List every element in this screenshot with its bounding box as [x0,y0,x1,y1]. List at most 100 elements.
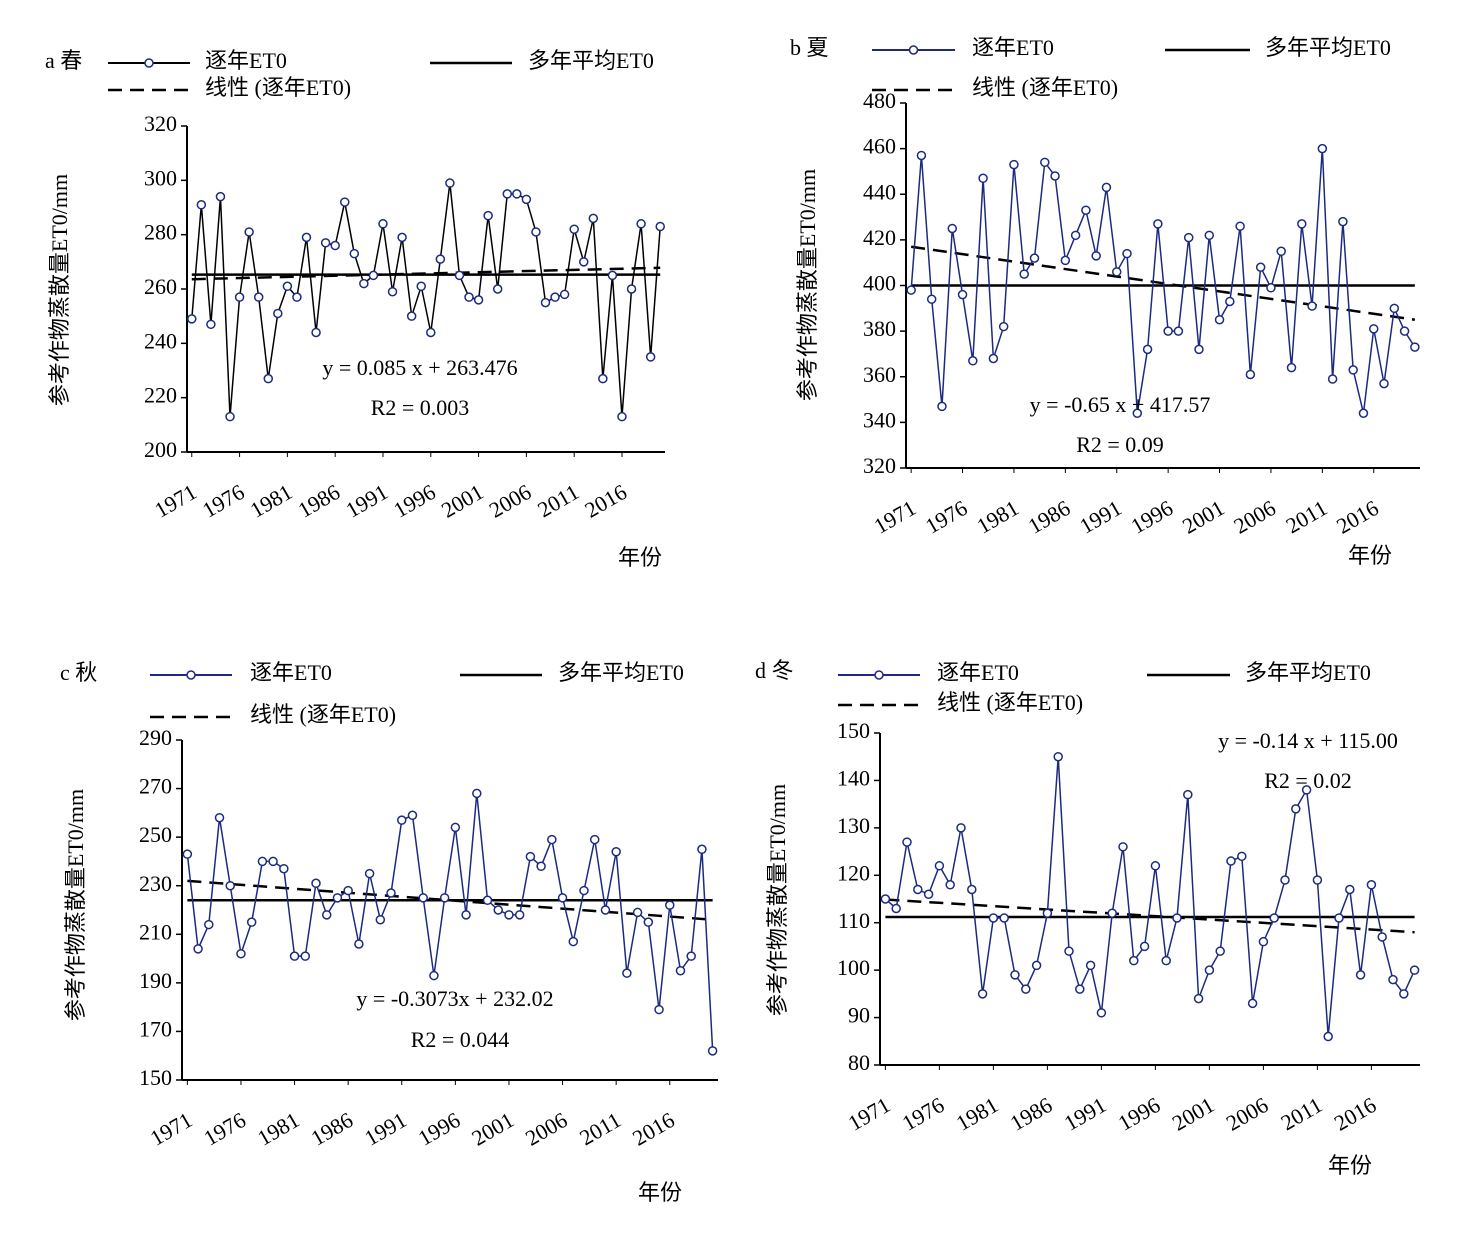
data-point [611,846,621,857]
y-tick-label: 130 [837,813,870,838]
data-point [1377,932,1387,942]
data-point [292,292,302,302]
data-point [956,823,966,833]
data-point [1297,219,1307,229]
y-tick-label: 290 [139,725,172,750]
data-point [947,223,958,234]
data-point [502,189,513,199]
data-point [1247,998,1258,1009]
data-point [645,352,656,362]
data-point [1153,219,1163,229]
data-point [926,294,937,304]
x-axis-label: 年份 [1328,1153,1372,1178]
x-axis-label: 年份 [638,1180,682,1205]
annotation: R2 = 0.044 [411,1027,510,1052]
data-point [945,880,955,890]
annotation: y = -0.65 x + 417.57 [1030,392,1211,417]
data-point [1226,856,1236,866]
data-point [311,878,321,889]
data-point [282,281,293,292]
x-tick-label: 1981 [246,479,297,523]
data-point [1214,314,1225,325]
data-point [1085,960,1096,971]
y-tick-label: 100 [837,955,870,980]
y-tick-label: 150 [837,718,870,743]
y-tick-label: 380 [863,316,896,341]
y-axis-label: 参考作物蒸散量ET0/mm [63,789,88,1021]
legend-label: 逐年ET0 [937,660,1019,685]
data-point [1193,993,1204,1004]
data-point [1215,946,1225,956]
data-point [1204,965,1215,975]
data-point [482,895,493,906]
data-point [632,907,643,918]
data-point [525,851,536,862]
data-point [967,884,977,895]
x-tick-label: 2001 [467,1107,518,1151]
y-tick-label: 120 [837,860,870,885]
data-point [418,893,428,903]
data-point [289,951,300,961]
data-point [263,373,274,384]
data-point [268,856,278,867]
data-point [1091,251,1101,261]
data-point [550,292,560,302]
data-point [1258,936,1269,947]
data-point [978,173,988,184]
data-point [988,353,999,364]
data-point [1358,408,1369,418]
data-point [902,837,912,847]
legend-label: 多年平均ET0 [558,660,684,685]
data-point [225,411,235,422]
data-point [1379,378,1389,389]
data-point [1161,955,1171,966]
data-point [1291,804,1301,814]
data-point [426,327,436,338]
x-tick-label: 1991 [1075,495,1126,539]
data-point [998,321,1009,332]
data-point [913,884,923,895]
legend-marker [874,670,884,680]
data-point [1060,255,1071,266]
data-point [225,880,235,891]
data-point [547,834,557,845]
x-tick-label: 1981 [952,1092,1003,1136]
data-point [407,810,418,821]
x-tick-label: 1976 [199,1107,250,1151]
chart-title: b 夏 [790,35,829,60]
y-tick-label: 250 [139,822,172,847]
legend-label: 线性 (逐年ET0) [205,75,351,100]
data-point [406,311,417,321]
y-axis-label: 参考作物蒸散量ET0/mm [765,784,790,1016]
data-point [675,965,686,976]
y-tick-label: 190 [139,968,172,993]
x-tick-label: 1991 [1060,1092,1111,1136]
annotation: y = -0.14 x + 115.00 [1218,728,1398,753]
data-point [1355,970,1366,980]
data-point [1399,326,1410,336]
series-line [884,756,1416,1037]
data-point [257,856,268,867]
legend-label: 逐年ET0 [250,660,332,685]
data-point [354,939,364,949]
y-tick-label: 220 [144,383,177,408]
y-tick-label: 440 [863,179,896,204]
x-tick-label: 1976 [198,479,249,523]
series-line [910,148,1416,414]
data-point [300,951,311,961]
data-point [1019,269,1029,279]
data-point [934,861,945,871]
x-tick-label: 2011 [575,1107,625,1150]
data-point [569,224,579,234]
chart-title: c 秋 [60,660,97,685]
x-tick-label: 1991 [341,479,392,523]
x-tick-label: 1996 [414,1107,465,1151]
data-point [1040,157,1050,168]
data-point [1301,785,1312,795]
data-point [368,270,379,281]
data-point [707,1046,718,1056]
data-point [1194,344,1204,355]
x-tick-label: 2016 [1330,1092,1381,1136]
data-point [968,356,978,366]
data-point [450,822,461,833]
